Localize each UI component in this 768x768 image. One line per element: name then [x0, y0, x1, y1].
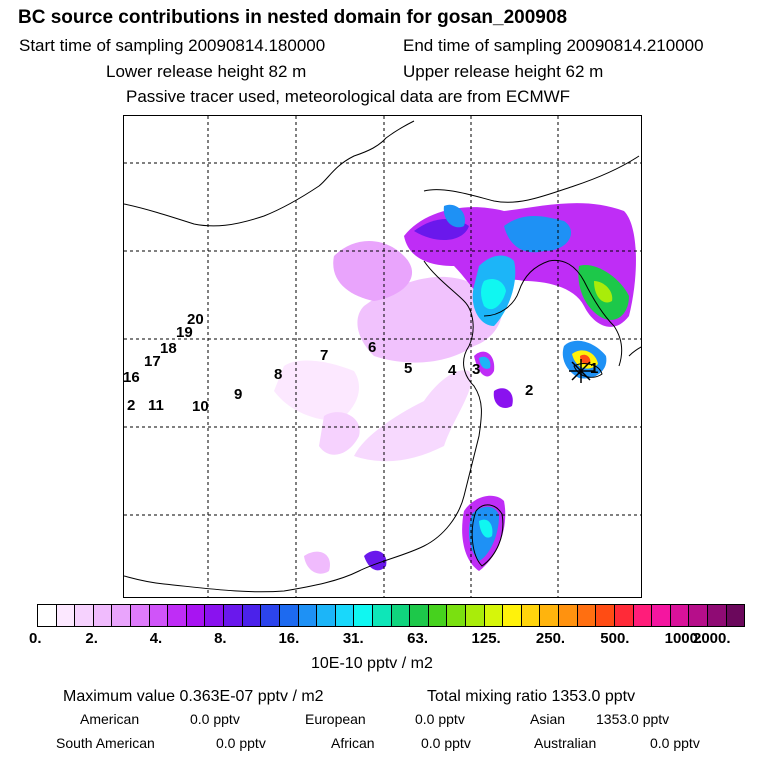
colorbar-tick-label: 2.: [85, 630, 98, 647]
upper-release-height: Upper release height 62 m: [403, 62, 604, 81]
region-value-american: 0.0 pptv: [190, 711, 240, 727]
source-label-10: 10: [192, 398, 209, 415]
colorbar-cell: [652, 605, 671, 626]
colorbar-tick-label: 16.: [278, 630, 300, 647]
colorbar-cell: [56, 605, 76, 626]
colorbar-cell: [224, 605, 243, 626]
source-label-2-west: 2: [127, 397, 136, 414]
colorbar-cell: [521, 605, 541, 626]
end-time: End time of sampling 20090814.210000: [403, 36, 704, 55]
colorbar-cell: [428, 605, 448, 626]
colorbar-cell: [577, 605, 597, 626]
graticule: [124, 116, 641, 597]
source-label-4: 4: [448, 362, 457, 379]
colorbar-cell: [279, 605, 299, 626]
colorbar-tick-label: 125.: [471, 630, 501, 647]
colorbar: [37, 604, 745, 627]
colorbar-cell: [447, 605, 467, 626]
colorbar-cell: [112, 605, 132, 626]
colorbar-cell: [503, 605, 522, 626]
source-label-1: 1: [590, 360, 599, 377]
colorbar-cell: [75, 605, 94, 626]
colorbar-cell: [391, 605, 411, 626]
colorbar-cell: [242, 605, 262, 626]
region-name-asian: Asian: [530, 711, 566, 727]
region-name-african: African: [331, 735, 375, 751]
colorbar-tick-label: 4.: [149, 630, 163, 647]
region-name-south-american: South American: [56, 735, 155, 751]
colorbar-cell: [670, 605, 690, 626]
colorbar-tick-label: 0.: [29, 630, 42, 647]
colorbar-tick-label: 31.: [342, 630, 364, 647]
colorbar-cell: [707, 605, 727, 626]
colorbar-cell: [614, 605, 634, 626]
colorbar-cell: [149, 605, 169, 626]
source-label-6: 6: [368, 339, 377, 356]
tracer-note: Passive tracer used, meteorological data…: [126, 87, 571, 106]
colorbar-cell: [410, 605, 429, 626]
colorbar-cell: [38, 605, 57, 626]
colorbar-cell: [354, 605, 373, 626]
colorbar-tick-label: 250.: [535, 630, 566, 647]
region-value-australian: 0.0 pptv: [650, 735, 700, 751]
colorbar-cell: [540, 605, 560, 626]
colorbar-unit: 10E-10 pptv / m2: [311, 655, 433, 672]
colorbar-cell: [726, 605, 745, 626]
colorbar-cell: [131, 605, 150, 626]
colorbar-cell: [261, 605, 280, 626]
colorbar-cell: [484, 605, 504, 626]
colorbar-cell: [335, 605, 355, 626]
region-name-australian: Australian: [534, 735, 597, 751]
source-label-9: 9: [234, 386, 243, 403]
colorbar-cell: [186, 605, 206, 626]
region-value-south-american: 0.0 pptv: [216, 735, 266, 751]
colorbar-tick-label: 500.: [600, 630, 630, 647]
colorbar-cell: [633, 605, 653, 626]
start-time: Start time of sampling 20090814.180000: [19, 36, 326, 55]
colorbar-tick-label: 1000.: [664, 630, 703, 647]
plot-title: BC source contributions in nested domain…: [18, 7, 568, 28]
source-label-11: 11: [148, 397, 164, 414]
lower-release-height: Lower release height 82 m: [106, 62, 307, 81]
source-label-3: 3: [472, 361, 481, 378]
map-canvas: [124, 116, 641, 597]
region-value-asian: 1353.0 pptv: [596, 711, 670, 727]
region-name-european: European: [305, 711, 366, 727]
maximum-value: Maximum value 0.363E-07 pptv / m2: [63, 688, 324, 705]
colorbar-cell: [559, 605, 578, 626]
colorbar-cell: [372, 605, 392, 626]
coastline: [124, 120, 641, 593]
region-value-african: 0.0 pptv: [421, 735, 471, 751]
source-label-20: 20: [187, 311, 204, 328]
map-panel: 1 2 3 4 5 6 7 8 9 10 11 2: [123, 115, 642, 598]
colorbar-cell: [317, 605, 336, 626]
source-label-17: 17: [144, 353, 161, 370]
source-label-2: 2: [525, 382, 534, 399]
source-label-5: 5: [404, 360, 413, 377]
region-value-european: 0.0 pptv: [415, 711, 465, 727]
source-label-16: 16: [123, 369, 140, 386]
colorbar-cell: [93, 605, 113, 626]
region-name-american: American: [80, 711, 140, 727]
source-label-19: 19: [176, 324, 193, 341]
source-label-18: 18: [160, 340, 177, 357]
colorbar-cell: [168, 605, 187, 626]
colorbar-tick-label: 63.: [407, 630, 429, 647]
receptor-marker: [569, 359, 594, 383]
colorbar-tick-label: 8.: [214, 630, 227, 647]
contribution-field: [274, 203, 636, 574]
colorbar-cell: [689, 605, 708, 626]
colorbar-tick-label: 2000.: [693, 630, 731, 647]
colorbar-cell: [466, 605, 485, 626]
source-label-7: 7: [320, 347, 329, 364]
source-label-8: 8: [274, 366, 283, 383]
colorbar-cell: [298, 605, 318, 626]
colorbar-cell: [205, 605, 225, 626]
colorbar-cell: [596, 605, 615, 626]
total-mixing-ratio: Total mixing ratio 1353.0 pptv: [427, 688, 636, 705]
